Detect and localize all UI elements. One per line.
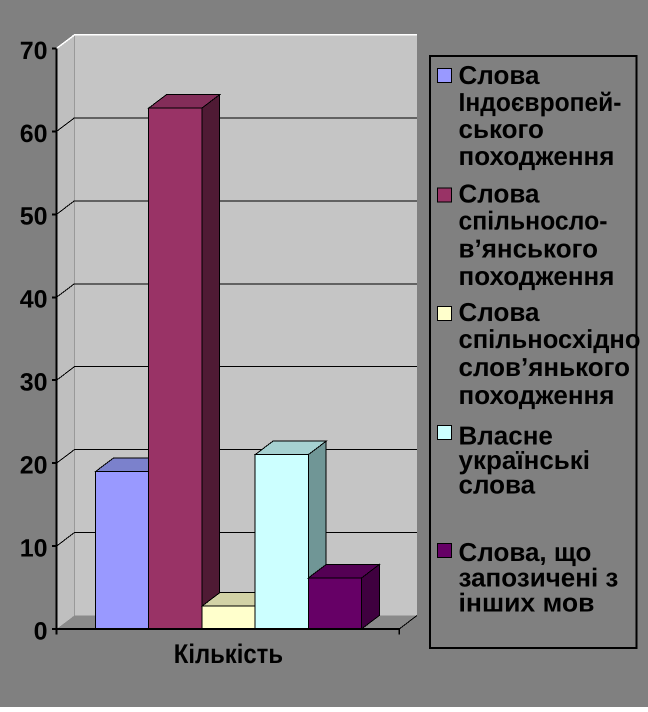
svg-text:10: 10 (20, 535, 48, 563)
svg-text:слов’янького: слов’янького (459, 352, 631, 382)
svg-text:українські: українські (459, 445, 591, 475)
svg-text:Кількість: Кількість (174, 639, 283, 669)
svg-text:слова: слова (459, 470, 536, 500)
svg-text:Слова, що: Слова, що (459, 537, 592, 567)
svg-text:30: 30 (20, 369, 48, 397)
svg-text:походження: походження (459, 141, 615, 171)
svg-text:інших мов: інших мов (459, 588, 595, 618)
svg-text:60: 60 (20, 120, 48, 148)
svg-text:Слова: Слова (459, 297, 540, 327)
svg-text:Власне: Власне (459, 421, 553, 451)
svg-text:ського: ського (459, 114, 544, 144)
svg-text:спільносло-: спільносло- (459, 206, 608, 236)
svg-text:0: 0 (34, 617, 48, 645)
svg-text:40: 40 (20, 286, 48, 314)
svg-text:20: 20 (20, 452, 48, 480)
svg-text:Слова: Слова (459, 178, 540, 208)
svg-text:Індоєвропей-: Індоєвропей- (459, 87, 622, 117)
svg-text:в’янського: в’янського (459, 233, 598, 263)
svg-text:50: 50 (20, 203, 48, 231)
svg-text:запозичені з: запозичені з (459, 562, 619, 592)
svg-text:спільносхідно: спільносхідно (459, 324, 641, 354)
svg-text:походження: походження (459, 261, 615, 291)
svg-text:походження: походження (459, 380, 615, 410)
svg-text:70: 70 (20, 37, 48, 65)
svg-text:Слова: Слова (459, 60, 540, 90)
